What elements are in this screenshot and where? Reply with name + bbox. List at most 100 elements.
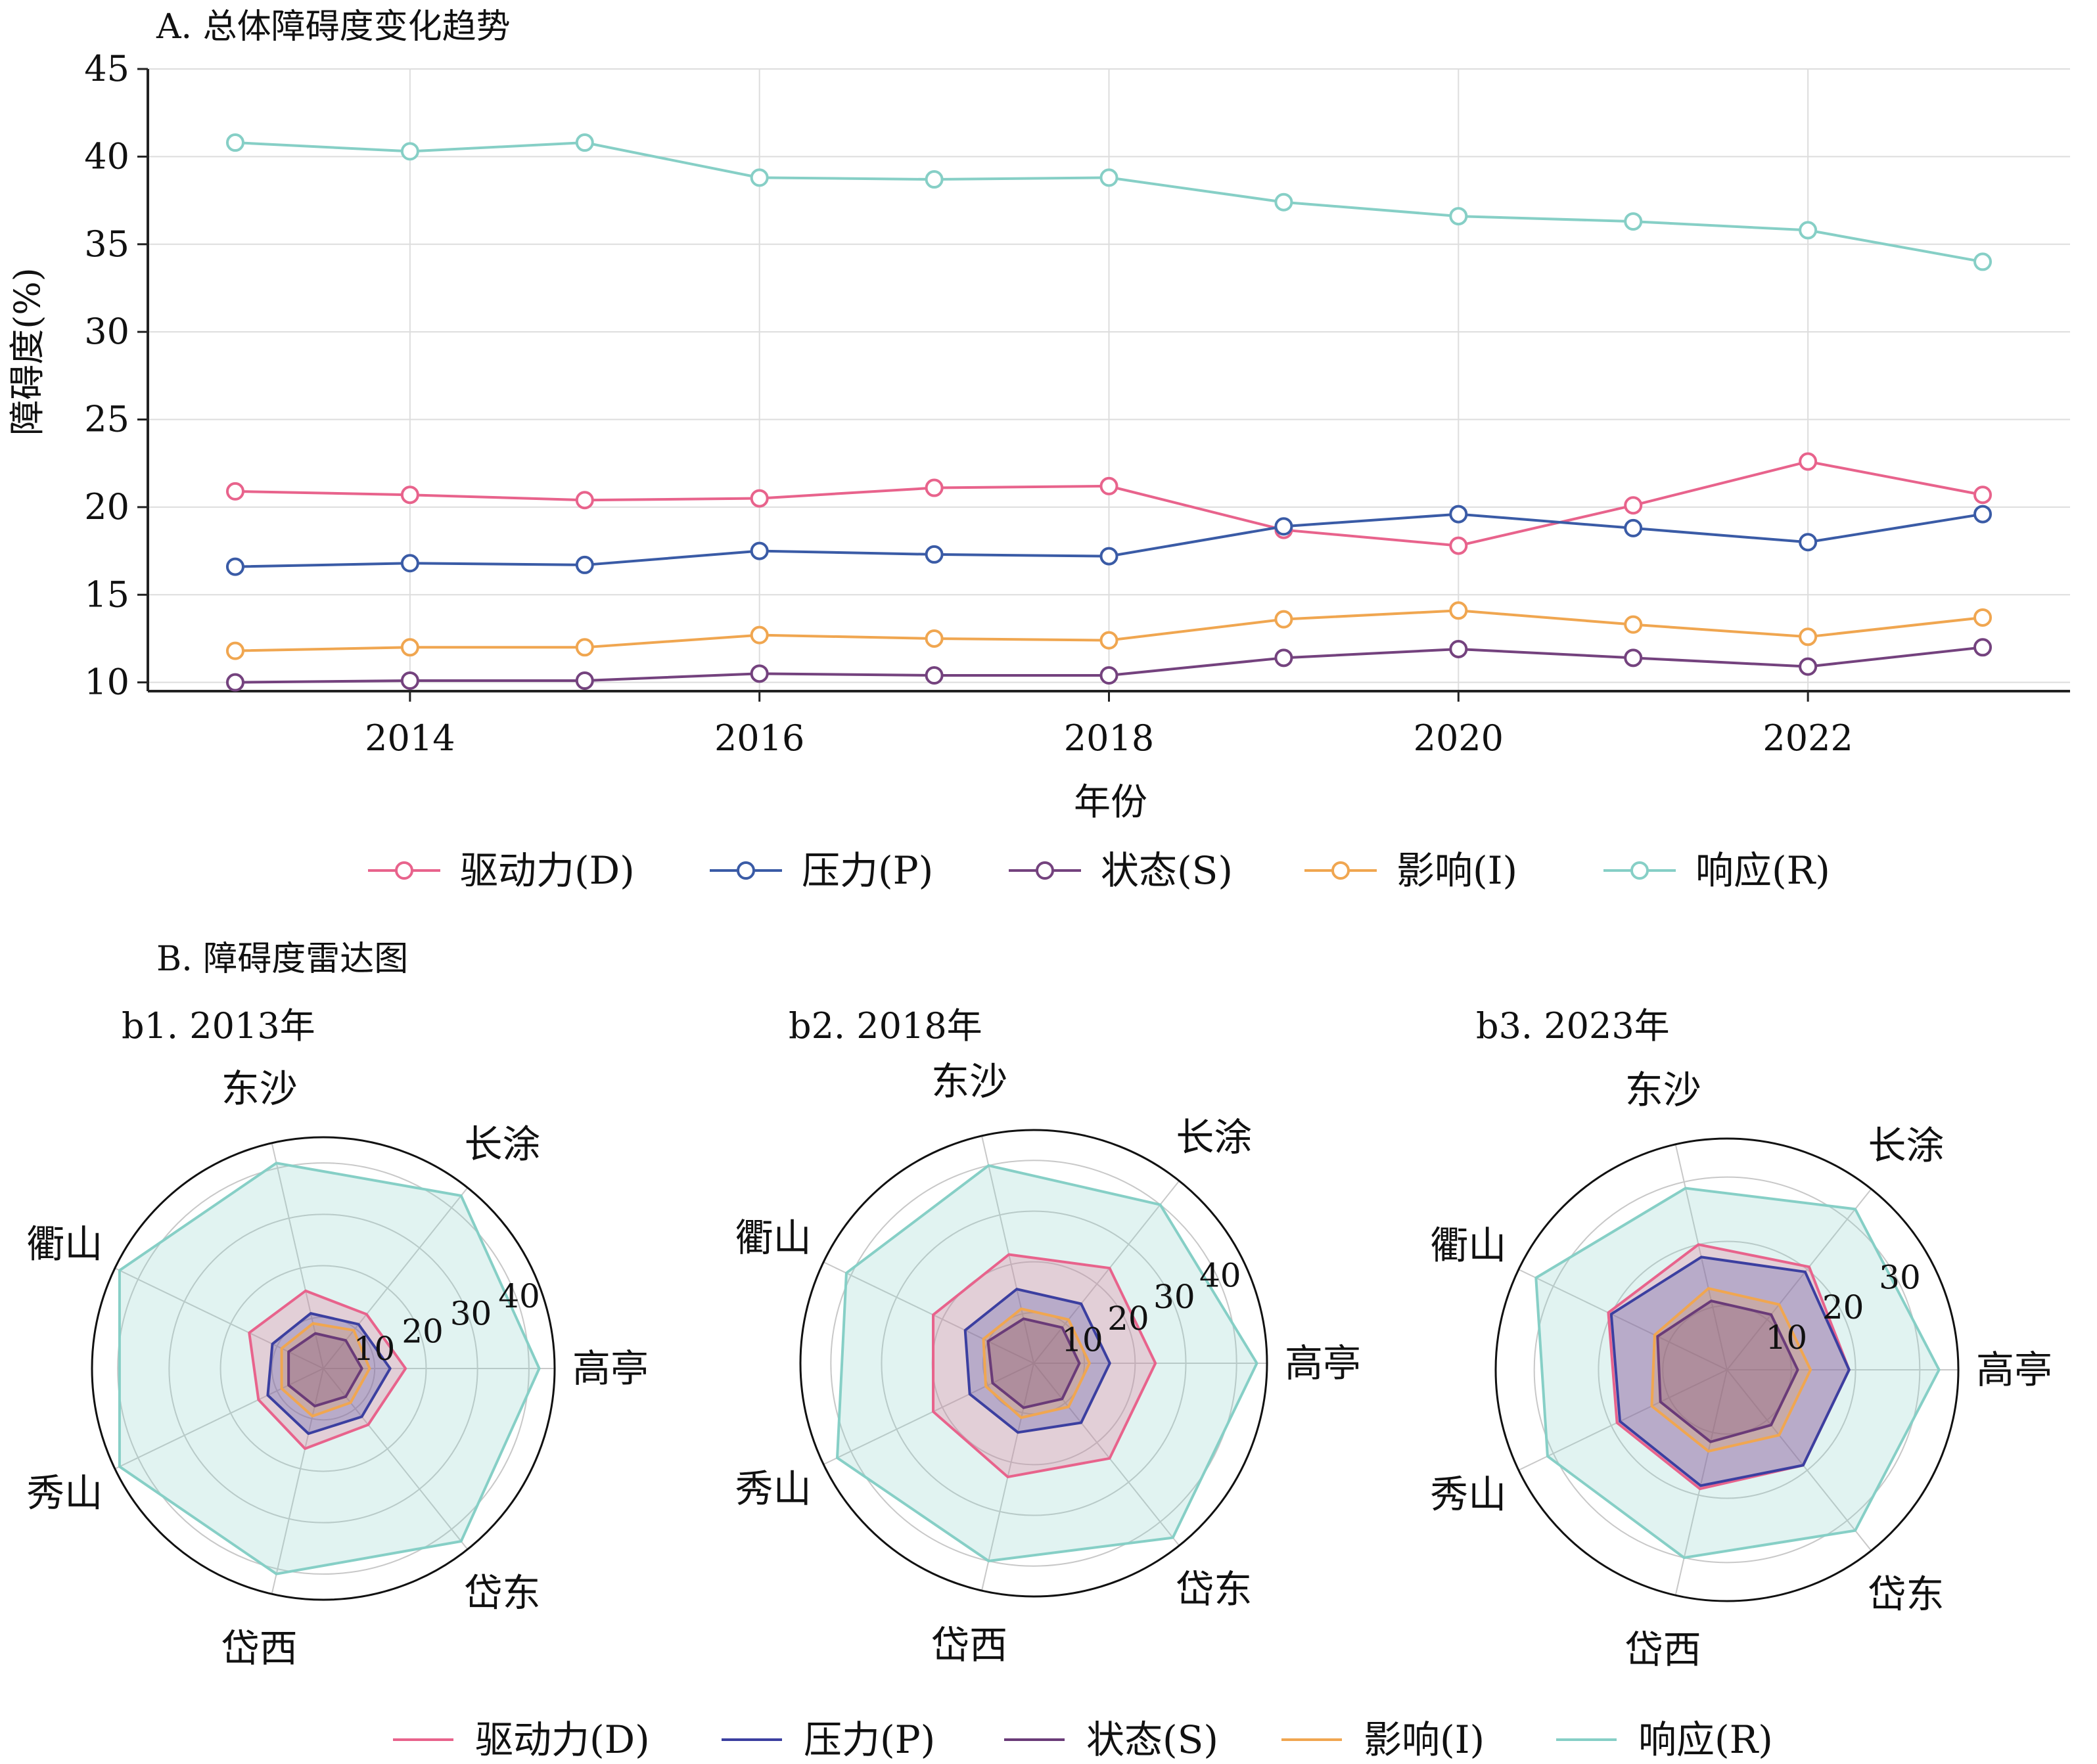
y-tick-label: 40 xyxy=(84,135,129,177)
series-I xyxy=(225,601,1993,660)
data-point-R xyxy=(575,133,594,152)
data-point-I xyxy=(1973,608,1993,627)
radar-category-label: 秀山 xyxy=(1430,1472,1506,1517)
radar-outer-ring xyxy=(799,1129,1268,1598)
y-tick-label: 35 xyxy=(84,223,129,265)
series-P xyxy=(225,505,1993,576)
radar-title: b1. 2013年 xyxy=(122,1005,315,1047)
legend-item-D: 驱动力(D) xyxy=(368,848,635,893)
data-point-S xyxy=(925,666,944,685)
data-point-R xyxy=(1274,192,1293,212)
data-point-R xyxy=(225,133,244,152)
data-point-S xyxy=(1973,638,1993,657)
radar-category-label: 岱东 xyxy=(1868,1572,1944,1617)
radar-spoke xyxy=(823,1261,1034,1364)
y-tick-label: 25 xyxy=(84,399,129,440)
legend-item-S: 状态(S) xyxy=(1009,848,1233,893)
radar-r-tick-label: 30 xyxy=(450,1295,492,1333)
data-point-D xyxy=(1799,452,1818,471)
data-point-D xyxy=(750,489,769,508)
data-point-S xyxy=(1799,657,1818,676)
radar-category-label: 秀山 xyxy=(26,1471,103,1516)
radar-outer-ring xyxy=(91,1136,556,1601)
radar-category-label: 衢山 xyxy=(735,1215,812,1260)
radar-outer-ring xyxy=(1494,1137,1960,1602)
radar-series-R xyxy=(118,1162,541,1575)
legend-swatch-marker xyxy=(1630,861,1649,880)
data-point-P xyxy=(400,554,419,573)
data-point-R xyxy=(750,168,769,187)
chart-a-axes xyxy=(137,68,2070,702)
radar-category-label: 岱西 xyxy=(1625,1627,1701,1672)
data-point-R xyxy=(925,170,944,189)
data-point-S xyxy=(1449,639,1468,658)
data-point-P xyxy=(750,541,769,560)
data-point-I xyxy=(400,638,419,657)
data-point-I xyxy=(1099,631,1118,650)
legend-label: 压力(P) xyxy=(802,848,933,893)
legend-item-R: 响应(R) xyxy=(1603,848,1830,893)
radar-legend: 驱动力(D) 压力(P) 状态(S) 影响(I) 响应(R) xyxy=(393,1717,1773,1762)
chart-a-legend: 驱动力(D) 压力(P) 状态(S) 影响(I) 响应(R) xyxy=(368,848,1830,893)
legend-swatch-marker xyxy=(1331,861,1350,880)
chart-a-x-axis-label: 年份 xyxy=(1074,781,1147,824)
data-point-R xyxy=(400,142,419,161)
radar-legend-label: 响应(R) xyxy=(1638,1717,1773,1762)
data-point-P xyxy=(1449,505,1468,524)
y-tick-label: 20 xyxy=(84,486,129,528)
data-point-S xyxy=(1099,666,1118,685)
radar-category-label: 长涂 xyxy=(1868,1123,1944,1167)
radar-category-label: 高亭 xyxy=(1285,1341,1361,1386)
data-point-R xyxy=(1624,212,1643,231)
radar-category-label: 岱西 xyxy=(931,1623,1007,1667)
data-point-P xyxy=(1274,517,1293,536)
data-point-D xyxy=(575,491,594,510)
radar-category-label: 高亭 xyxy=(1976,1347,2052,1392)
x-tick-label: 2022 xyxy=(1763,717,1853,759)
radar-series-P xyxy=(1609,1255,1851,1487)
data-point-D xyxy=(400,486,419,505)
radar-category-label: 岱东 xyxy=(1176,1567,1252,1612)
data-point-D xyxy=(1099,476,1118,495)
data-point-D xyxy=(1973,486,1993,505)
series-S xyxy=(225,638,1993,692)
radar-r-tick-label: 10 xyxy=(1061,1321,1103,1359)
data-point-I xyxy=(1449,601,1468,620)
radar-r-tick-label: 30 xyxy=(1879,1258,1921,1296)
legend-label: 响应(R) xyxy=(1695,848,1830,893)
data-point-D xyxy=(1624,496,1643,515)
radar-spoke xyxy=(1033,1363,1180,1547)
radar-category-label: 长涂 xyxy=(464,1121,540,1166)
radar-legend-label: 影响(I) xyxy=(1364,1717,1485,1762)
data-point-P xyxy=(1624,518,1643,537)
radar-series-R xyxy=(836,1164,1258,1562)
data-point-D xyxy=(225,482,244,501)
radar-r-tick-label: 20 xyxy=(1822,1288,1864,1326)
radar-r-tick-label: 20 xyxy=(1107,1300,1149,1338)
y-tick-label: 30 xyxy=(84,311,129,352)
data-point-S xyxy=(1274,648,1293,667)
data-point-I xyxy=(750,625,769,645)
x-tick-label: 2016 xyxy=(714,717,804,759)
chart-a-tick-labels: 10 15 20 25 30 35 40 45 2014 2016 2018 2020 2022 xyxy=(84,48,1853,759)
radar-spoke xyxy=(1518,1369,1728,1471)
radar-series-I xyxy=(1650,1287,1812,1453)
radar-category-label: 东沙 xyxy=(931,1059,1007,1104)
radar-spoke xyxy=(1726,1188,1872,1370)
data-point-S xyxy=(400,671,419,690)
data-point-P xyxy=(925,545,944,564)
radar-series-S xyxy=(986,1317,1081,1409)
radar-title: b3. 2023年 xyxy=(1476,1005,1670,1047)
chart-a-grid xyxy=(148,68,2070,691)
radar-category-label: 东沙 xyxy=(221,1066,298,1111)
data-point-P xyxy=(1799,533,1818,552)
legend-label: 影响(I) xyxy=(1396,848,1517,893)
data-point-P xyxy=(1973,505,1993,524)
radar-legend-item-R: 响应(R) xyxy=(1556,1717,1773,1762)
data-point-D xyxy=(1449,536,1468,555)
radar-legend-label: 状态(S) xyxy=(1086,1717,1218,1762)
radar-spoke xyxy=(1033,1180,1180,1364)
